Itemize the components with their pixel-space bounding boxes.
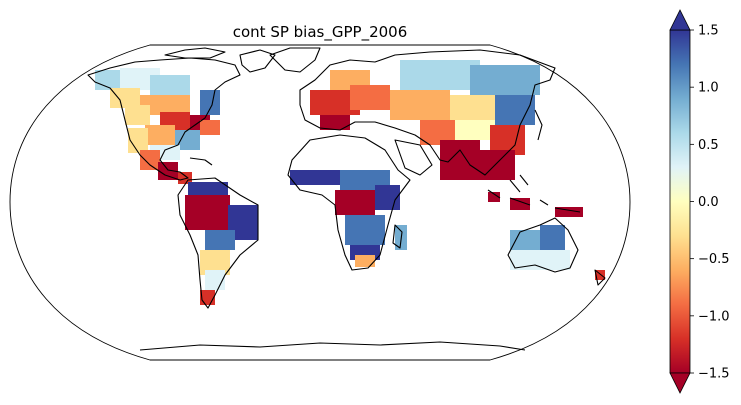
- colorbar-gradient: [669, 29, 691, 374]
- colorbar-tick-label: 1.0: [698, 81, 719, 96]
- map-title: cont SP bias_GPP_2006: [233, 23, 408, 42]
- colorbar-tick-label: −1.5: [698, 367, 730, 382]
- colorbar-tick-label: 0.5: [698, 138, 719, 153]
- colorbar: 1.5 1.0 0.5 0.0 −0.5 −1.0 −1.5: [669, 9, 730, 394]
- colorbar-extend-min: [669, 372, 691, 394]
- colorbar-tick-label: 1.5: [698, 24, 719, 39]
- colorbar-tick-label: −0.5: [698, 252, 730, 267]
- bias-grid-cells: [95, 60, 605, 305]
- world-map: [9, 44, 631, 361]
- colorbar-tick-label: −1.0: [698, 309, 730, 324]
- colorbar-extend-max: [669, 9, 691, 31]
- colorbar-tick-label: 0.0: [698, 195, 719, 210]
- colorbar-ticks: 1.5 1.0 0.5 0.0 −0.5 −1.0 −1.5: [690, 24, 730, 382]
- coastlines: [87, 47, 606, 351]
